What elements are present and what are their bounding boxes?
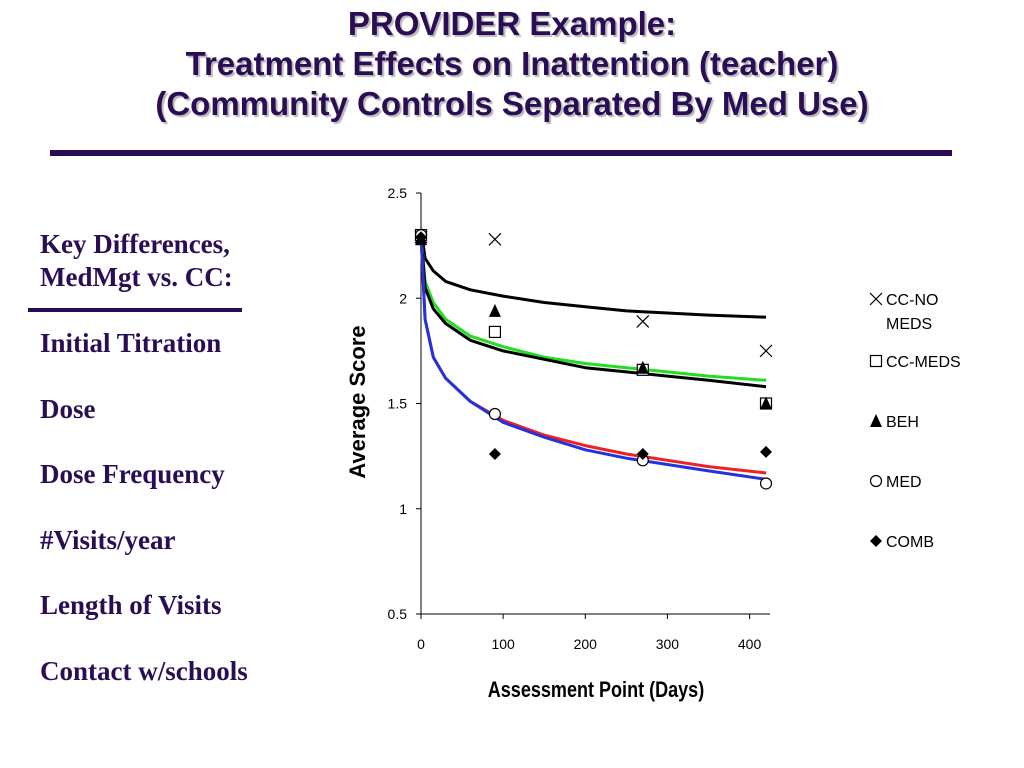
data-point-x-mark [636, 314, 650, 328]
legend-marker-x-mark [869, 292, 883, 306]
data-point-filled-diamond [488, 448, 501, 461]
fit-curve [419, 228, 767, 319]
fit-curve [419, 235, 767, 481]
key-item: Length of Visits [40, 590, 222, 621]
title-line-2: Treatment Effects on Inattention (teache… [185, 45, 839, 82]
title-divider [50, 150, 952, 156]
legend-label: COMB [886, 534, 934, 551]
key-differences-list: Initial Titration Dose Dose Frequency #V… [40, 323, 248, 717]
legend-marker-filled-triangle [870, 414, 882, 427]
legend-marker-open-square [869, 354, 883, 368]
fit-curves [419, 228, 767, 481]
data-point-open-circle [488, 407, 502, 421]
data-point-x-mark [759, 344, 773, 358]
legend-label: CC-NO [886, 292, 938, 309]
slide-title: PROVIDER Example: Treatment Effects on I… [0, 4, 1024, 124]
legend-label: BEH [886, 414, 919, 431]
x-tick-label: 100 [491, 636, 515, 652]
fit-curve [419, 235, 767, 475]
data-point-filled-diamond [760, 445, 772, 458]
key-heading-underline [28, 308, 242, 312]
key-heading-line-2: MedMgt vs. CC: [40, 262, 233, 292]
legend-marker-filled-diamond [870, 535, 882, 547]
legend-label: MEDS [886, 316, 932, 333]
key-item: Dose [40, 393, 96, 424]
plot-axes: 0.5 1 1.5 2 2.5 0 100 200 300 400 Assessment Point… [345, 185, 770, 702]
x-tick-label: 0 [417, 636, 425, 652]
x-tick-label: 400 [738, 636, 762, 652]
data-points [414, 229, 773, 490]
key-heading-line-1: Key Differences, [40, 229, 230, 259]
y-tick-label: 2.5 [388, 185, 408, 201]
key-item: #Visits/year [40, 524, 176, 555]
legend-marker-open-circle [869, 474, 883, 488]
data-point-x-mark [488, 232, 502, 246]
key-item: Contact w/schools [40, 655, 248, 686]
x-tick-label: 300 [656, 636, 680, 652]
key-item: Initial Titration [40, 328, 222, 358]
y-tick-label: 2 [399, 290, 407, 306]
fit-curve [419, 234, 767, 389]
data-point-open-square [488, 325, 502, 339]
key-differences-panel: Key Differences, MedMgt vs. CC: Initial … [28, 228, 340, 686]
data-point-filled-triangle [488, 303, 501, 317]
y-tick-label: 0.5 [388, 606, 408, 622]
legend-label: CC-MEDS [886, 354, 961, 371]
y-tick-label: 1.5 [388, 396, 408, 412]
x-axis-title: Assessment Point (Days) [488, 678, 704, 702]
data-point-filled-diamond [415, 231, 427, 244]
chart-legend: CC-NO MEDS CC-MEDS BEH MED COMB [869, 292, 961, 551]
y-tick-label: 1 [399, 501, 407, 517]
data-point-filled-diamond [636, 448, 649, 461]
data-point-open-circle [759, 477, 773, 490]
title-line-1: PROVIDER Example: [347, 5, 677, 42]
x-tick-label: 200 [574, 636, 598, 652]
data-point-filled-triangle [760, 396, 772, 410]
key-item: Dose Frequency [40, 459, 225, 490]
y-axis-title: Average Score [345, 325, 370, 478]
data-point-filled-triangle [636, 360, 649, 374]
legend-label: MED [886, 474, 922, 491]
key-differences-heading: Key Differences, MedMgt vs. CC: [40, 228, 340, 294]
fit-curve [419, 234, 767, 382]
title-line-3: (Community Controls Separated By Med Use… [155, 85, 869, 122]
